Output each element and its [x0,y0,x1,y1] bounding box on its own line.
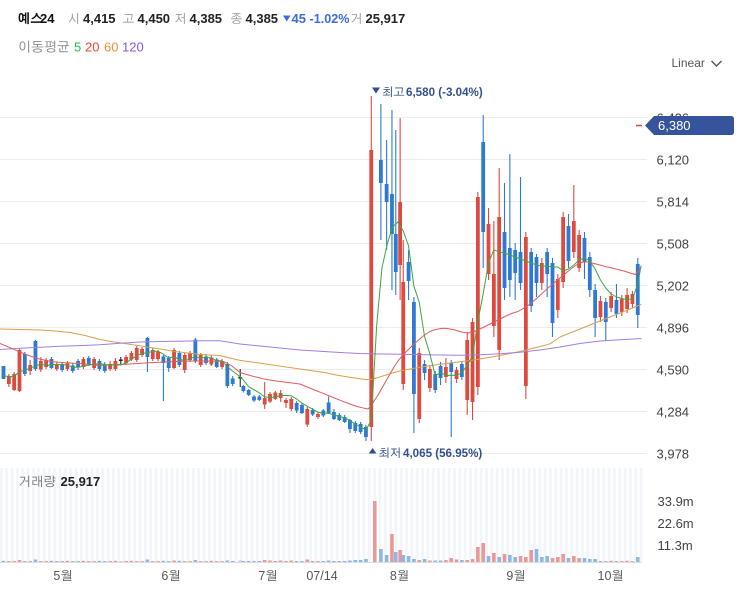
svg-text:3,978: 3,978 [657,447,690,462]
svg-text:4,385: 4,385 [246,11,279,26]
svg-text:24: 24 [40,11,55,26]
svg-text:60: 60 [104,40,118,55]
svg-text:8: 8 [390,569,397,583]
svg-text:22.6m: 22.6m [658,516,694,531]
svg-text:4,065 (56.95%): 4,065 (56.95%) [403,447,482,460]
svg-text:5,508: 5,508 [657,237,690,252]
svg-text:9: 9 [506,569,513,583]
svg-text:25,917: 25,917 [366,11,406,26]
svg-text:4,590: 4,590 [657,363,690,378]
svg-text:5: 5 [53,569,60,583]
svg-text:4,415: 4,415 [83,11,116,26]
svg-text:10: 10 [598,569,612,583]
svg-text:4,896: 4,896 [657,321,690,336]
svg-text:11.3m: 11.3m [658,538,693,553]
svg-text:4,450: 4,450 [138,11,171,26]
svg-text:7: 7 [258,569,265,583]
svg-text:5,202: 5,202 [657,279,690,294]
svg-text:120: 120 [122,40,144,55]
svg-text:20: 20 [85,40,99,55]
svg-text:6,580 (-3.04%): 6,580 (-3.04%) [406,86,483,99]
svg-text:-1.02%: -1.02% [310,12,350,26]
svg-text:6,120: 6,120 [657,153,690,168]
svg-text:4,385: 4,385 [190,11,223,26]
svg-text:6: 6 [161,569,168,583]
svg-text:33.9m: 33.9m [658,494,694,509]
svg-text:5: 5 [74,40,81,55]
svg-text:07/14: 07/14 [306,569,337,583]
svg-text:45: 45 [292,11,306,26]
svg-text:4,284: 4,284 [657,405,690,420]
svg-text:6,380: 6,380 [658,118,691,133]
svg-text:25,917: 25,917 [61,474,101,489]
svg-text:Linear: Linear [672,56,705,70]
svg-text:5,814: 5,814 [657,195,690,210]
